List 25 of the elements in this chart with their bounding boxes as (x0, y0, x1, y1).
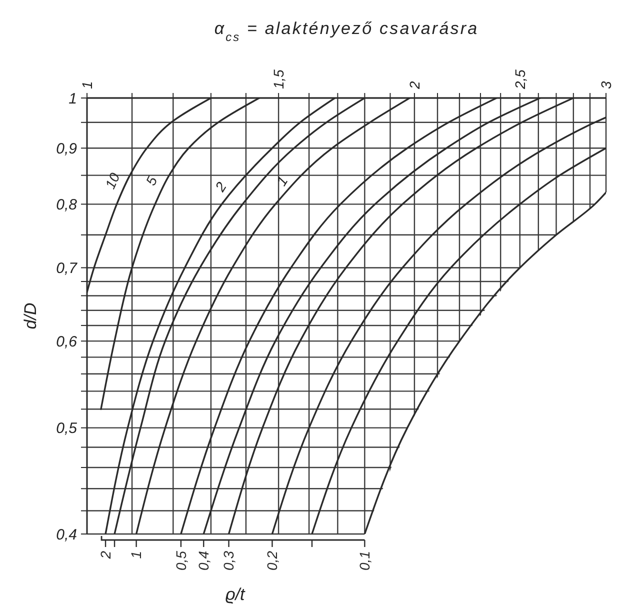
x-tick-label: 1,5 (270, 69, 286, 89)
x-tick-label: 2,5 (512, 69, 528, 90)
legend-label: 0,3 (220, 550, 237, 570)
legend-label: 0,4 (196, 550, 212, 570)
y-tick-label: 0,4 (56, 526, 77, 544)
legend-label: 0,5 (172, 550, 189, 570)
text: 10 (102, 170, 123, 192)
y-tick-label: 0,5 (56, 420, 78, 438)
legend-label: 0,2 (264, 550, 280, 570)
y-tick-label: 0,8 (56, 196, 78, 214)
x-tick-label: 2 (406, 81, 422, 90)
annotation: 1 (273, 173, 291, 188)
y-tick-label: 0,9 (56, 140, 78, 158)
x-axis-title: α$_{cs}$ = alaktényező csavarásra (214, 19, 479, 44)
y-tick-label: 0,6 (56, 333, 78, 350)
y-axis-title: d/D (20, 302, 40, 330)
legend-label: 2 (97, 550, 114, 560)
legend-label: 0,1 (356, 551, 373, 570)
x-tick-label: 1 (78, 81, 95, 89)
annotation: 2 (211, 178, 230, 195)
x-tick-label: 3 (598, 81, 614, 89)
y-tick-label: 0,7 (56, 260, 78, 277)
legend-label: 1 (128, 551, 144, 559)
text: 5 (142, 174, 160, 188)
legend-title: ϱ/t (225, 585, 246, 604)
